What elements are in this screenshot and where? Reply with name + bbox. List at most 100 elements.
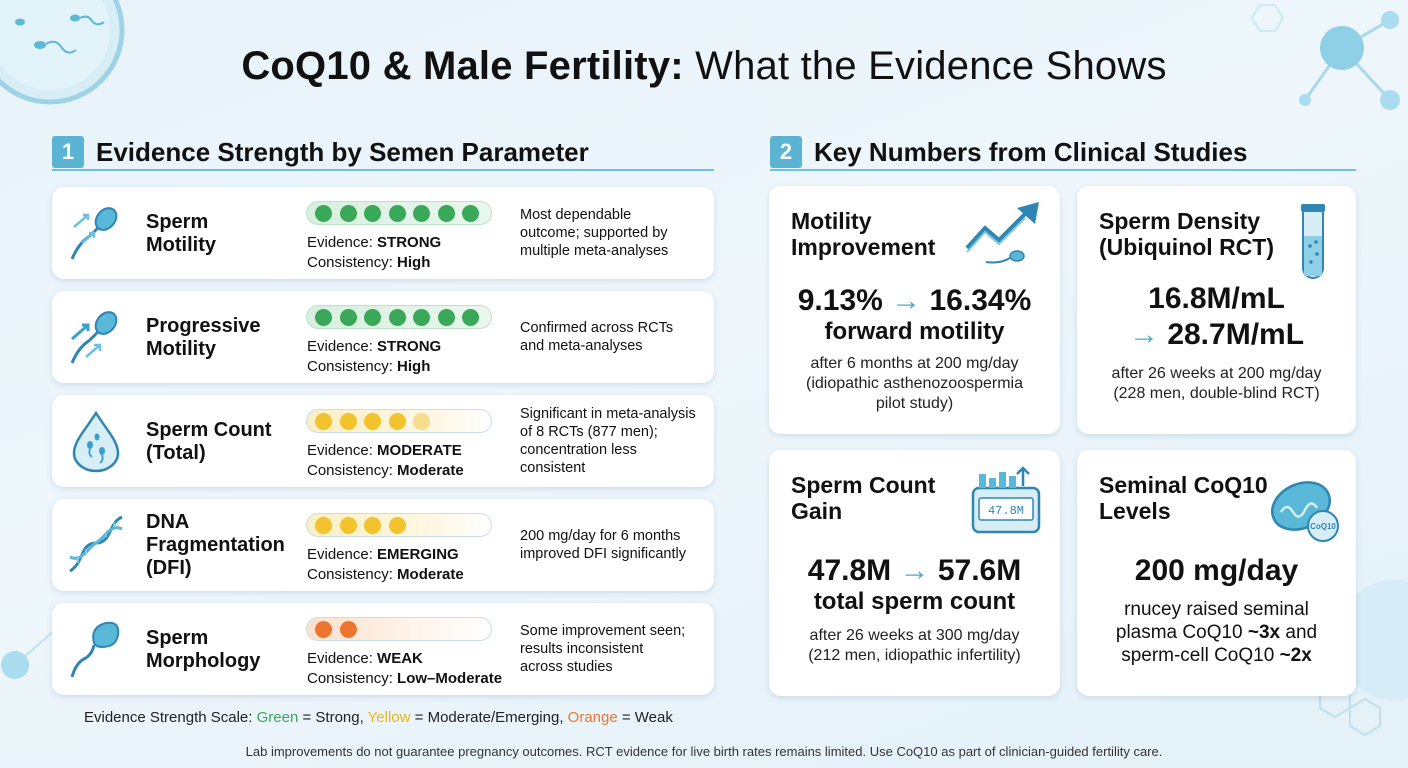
- count-to: 57.6M: [937, 554, 1022, 587]
- parameter-name-line2: (Total): [146, 442, 206, 464]
- card-title-line1: Motility: [791, 208, 872, 234]
- consistency-value: Moderate: [397, 462, 464, 479]
- count-values: 47.8M → 57.6M: [769, 554, 1060, 588]
- evidence-dot: [388, 204, 406, 222]
- description-line: of 8 RCTs (877 men);: [520, 424, 658, 440]
- evidence-value: WEAK: [377, 650, 423, 667]
- page-title: CoQ10 & Male Fertility: What the Evidenc…: [0, 44, 1408, 89]
- section-1-title: Evidence Strength by Semen Parameter: [96, 136, 589, 167]
- card-title: Sperm Density (Ubiquinol RCT): [1099, 208, 1274, 260]
- description-line: 200 mg/day for 6 months: [520, 528, 681, 544]
- parameter-description: 200 mg/day for 6 months improved DFI sig…: [520, 527, 715, 563]
- section-2-title: Key Numbers from Clinical Studies: [814, 136, 1248, 167]
- note-emphasis: ~3x: [1247, 622, 1281, 643]
- motility-from: 9.13%: [797, 284, 883, 317]
- note-line: (212 men, idiopathic infertility): [808, 647, 1021, 664]
- note-text: sperm-cell CoQ10: [1121, 645, 1280, 666]
- evidence-text: Evidence: EMERGING Consistency: Moderate: [307, 545, 464, 585]
- description-line: Significant in meta-analysis: [520, 406, 696, 422]
- note-text: plasma CoQ10: [1115, 622, 1248, 643]
- evidence-value: STRONG: [377, 338, 442, 355]
- parameter-row-dna-fragmentation: DNA Fragmentation (DFI) Evidence: EMERGI…: [52, 499, 714, 591]
- parameter-description: Some improvement seen; results inconsist…: [520, 622, 715, 676]
- parameter-name: Sperm Morphology: [146, 627, 260, 673]
- scale-orange-label: Orange: [567, 709, 618, 726]
- parameter-name-line2: Morphology: [146, 650, 261, 672]
- evidence-dot: [364, 516, 381, 534]
- evidence-dot: [364, 308, 381, 326]
- evidence-bar: [306, 513, 492, 537]
- section-2-header: 2 Key Numbers from Clinical Studies: [770, 136, 1247, 168]
- evidence-dot: [339, 516, 357, 534]
- drop-icon: [72, 410, 120, 473]
- description-line: and meta-analyses: [520, 338, 643, 354]
- parameter-name-line1: Sperm: [146, 627, 209, 649]
- mitochondria-icon: CoQ10: [1271, 481, 1339, 542]
- density-from: 16.8M/mL: [1148, 282, 1285, 315]
- parameter-description: Significant in meta-analysis of 8 RCTs (…: [520, 405, 715, 477]
- evidence-label: Evidence:: [307, 234, 373, 251]
- evidence-dot: [388, 412, 406, 430]
- scale-yellow-text: = Moderate/Emerging,: [410, 709, 568, 726]
- parameter-name-line2: Fragmentation: [146, 534, 285, 556]
- parameter-row-motility: Sperm Motility Evidence: STRONG Consiste…: [52, 187, 714, 279]
- evidence-dot: [315, 204, 332, 222]
- motility-note: after 6 months at 200 mg/day (idiopathic…: [769, 354, 1060, 414]
- card-title-line2: (Ubiquinol RCT): [1099, 234, 1275, 260]
- description-line: Most dependable: [520, 207, 632, 223]
- note-line: rnucey raised seminal: [1124, 599, 1309, 620]
- count-subtitle: total sperm count: [813, 588, 1016, 615]
- card-title-line2: Improvement: [791, 234, 936, 260]
- evidence-dot: [388, 308, 406, 326]
- description-line: consistent: [520, 460, 586, 476]
- section-1-number: 1: [52, 136, 84, 168]
- consistency-label: Consistency:: [307, 670, 393, 687]
- description-line: Some improvement seen;: [520, 623, 686, 639]
- note-line: (idiopathic asthenozoospermia: [805, 375, 1023, 392]
- trend-up-icon: [965, 202, 1039, 264]
- description-line: Confirmed across RCTs: [520, 320, 674, 336]
- evidence-bar: [306, 201, 492, 225]
- note-line: pilot study): [875, 395, 954, 412]
- card-title-line2: Gain: [791, 498, 843, 524]
- consistency-label: Consistency:: [307, 254, 393, 271]
- evidence-dot: [364, 204, 381, 222]
- note-emphasis: ~2x: [1279, 645, 1312, 666]
- card-sperm-density: Sperm Density (Ubiquinol RCT) 16.8M/mL →…: [1077, 186, 1356, 434]
- evidence-dot: [315, 516, 332, 534]
- evidence-dot: [364, 412, 381, 430]
- evidence-dot: [413, 412, 430, 430]
- footer-disclaimer: Lab improvements do not guarantee pregna…: [245, 744, 1163, 759]
- section-2-divider: [770, 169, 1356, 171]
- scale-green-label: Green: [256, 709, 299, 726]
- parameter-description: Most dependable outcome; supported by mu…: [520, 206, 715, 260]
- evidence-text: Evidence: MODERATE Consistency: Moderate: [307, 441, 464, 481]
- parameter-name-line1: Sperm Count: [146, 419, 272, 441]
- card-title: Seminal CoQ10 Levels: [1099, 472, 1268, 524]
- motility-subtitle: forward motility: [824, 318, 1005, 345]
- description-line: across studies: [520, 659, 613, 675]
- evidence-dot: [462, 308, 479, 326]
- parameter-name-line1: Sperm: [146, 211, 209, 233]
- evidence-dot: [339, 412, 357, 430]
- parameter-name-line1: DNA: [146, 511, 190, 533]
- sperm-motility-icon: [70, 207, 118, 260]
- density-note: after 26 weeks at 200 mg/day (228 men, d…: [1077, 364, 1356, 404]
- evidence-value: STRONG: [377, 234, 442, 251]
- evidence-label: Evidence:: [307, 442, 373, 459]
- evidence-bar: [306, 305, 492, 329]
- parameter-name-line2: Motility: [146, 338, 216, 360]
- test-tube-icon: [1301, 204, 1325, 279]
- evidence-value: EMERGING: [377, 546, 459, 563]
- parameter-name-line1: Progressive: [146, 315, 261, 337]
- evidence-text: Evidence: STRONG Consistency: High: [307, 337, 441, 377]
- evidence-label: Evidence:: [307, 546, 373, 563]
- seminal-note: rnucey raised seminal plasma CoQ10 ~3x a…: [1077, 598, 1356, 667]
- evidence-dot: [315, 412, 332, 430]
- dna-icon: [69, 515, 123, 573]
- description-line: concentration less: [520, 442, 637, 458]
- card-sperm-count-gain: Sperm Count Gain 47.8M 47.8M → 57.6M tot…: [769, 450, 1060, 696]
- evidence-text: Evidence: WEAK Consistency: Low–Moderate: [307, 649, 502, 689]
- evidence-dot: [437, 308, 455, 326]
- counter-icon: 47.8M: [971, 466, 1041, 534]
